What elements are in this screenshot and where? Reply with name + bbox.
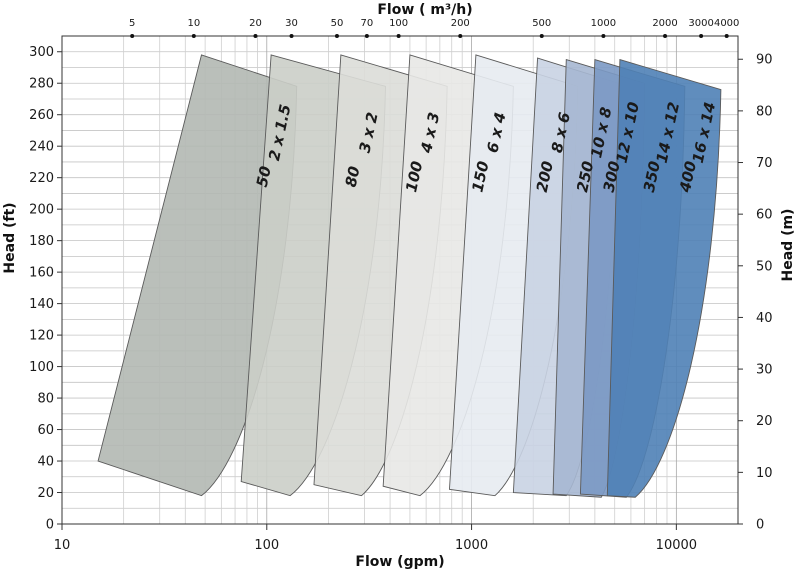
right-tick-label: 0 — [756, 518, 764, 533]
left-tick-label: 120 — [29, 329, 54, 344]
top-tick-label: 3000 — [688, 18, 713, 29]
pump-curve-area — [606, 59, 722, 498]
left-tick-label: 60 — [37, 423, 54, 438]
left-tick-label: 280 — [29, 77, 54, 92]
bottom-tick-label: 10 — [54, 538, 71, 553]
top-tick-label: 50 — [331, 18, 344, 29]
left-tick-label: 80 — [37, 392, 54, 407]
top-tick-mark — [364, 34, 369, 38]
left-tick-label: 240 — [29, 140, 54, 155]
right-tick-label: 40 — [756, 311, 773, 326]
left-tick-label: 40 — [37, 455, 54, 470]
bottom-axis-title: Flow (gpm) — [355, 554, 444, 570]
left-tick-label: 20 — [37, 486, 54, 501]
top-tick-label: 4000 — [714, 18, 739, 29]
bottom-tick-label: 10000 — [656, 538, 697, 553]
axis-ticks: 10 100 1000 1000002040608010012014016018020… — [29, 18, 772, 553]
right-tick-label: 20 — [756, 414, 773, 429]
top-tick-label: 5 — [129, 18, 135, 29]
top-tick-label: 2000 — [652, 18, 677, 29]
top-tick-mark — [724, 34, 729, 38]
left-axis-title: Head (ft) — [2, 202, 18, 273]
top-axis-title: Flow ( m³/h) — [377, 2, 472, 18]
top-tick-mark — [130, 34, 135, 38]
right-tick-label: 80 — [756, 104, 773, 119]
top-tick-label: 30 — [285, 18, 298, 29]
top-tick-label: 70 — [361, 18, 374, 29]
left-tick-label: 0 — [46, 518, 54, 533]
top-tick-mark — [334, 34, 339, 38]
right-tick-label: 90 — [756, 53, 773, 68]
left-tick-label: 260 — [29, 108, 54, 123]
left-tick-label: 140 — [29, 297, 54, 312]
right-tick-label: 30 — [756, 363, 773, 378]
left-tick-label: 200 — [29, 203, 54, 218]
top-tick-mark — [539, 34, 544, 38]
right-tick-label: 50 — [756, 259, 773, 274]
left-tick-label: 160 — [29, 266, 54, 281]
top-tick-label: 10 — [187, 18, 200, 29]
pump-curve-areas — [97, 54, 722, 498]
top-tick-label: 20 — [249, 18, 262, 29]
top-tick-mark — [253, 34, 258, 38]
top-tick-mark — [663, 34, 668, 38]
top-tick-label: 500 — [532, 18, 551, 29]
top-tick-mark — [289, 34, 294, 38]
top-tick-mark — [699, 34, 704, 38]
top-tick-label: 200 — [451, 18, 470, 29]
right-axis-title: Head (m) — [780, 209, 796, 282]
right-tick-label: 10 — [756, 466, 773, 481]
top-tick-mark — [601, 34, 606, 38]
bottom-tick-label: 100 — [254, 538, 279, 553]
pump-rating-label: 80 — [342, 165, 364, 189]
top-tick-mark — [396, 34, 401, 38]
top-tick-label: 1000 — [591, 18, 616, 29]
pump-rating-label: 50 — [253, 165, 275, 189]
top-tick-mark — [191, 34, 196, 38]
left-tick-label: 220 — [29, 171, 54, 186]
bottom-tick-label: 1000 — [455, 538, 488, 553]
left-tick-label: 100 — [29, 360, 54, 375]
left-tick-label: 180 — [29, 234, 54, 249]
right-tick-label: 70 — [756, 156, 773, 171]
top-tick-mark — [458, 34, 463, 38]
right-tick-label: 60 — [756, 208, 773, 223]
top-tick-label: 100 — [389, 18, 408, 29]
left-tick-label: 300 — [29, 45, 54, 60]
